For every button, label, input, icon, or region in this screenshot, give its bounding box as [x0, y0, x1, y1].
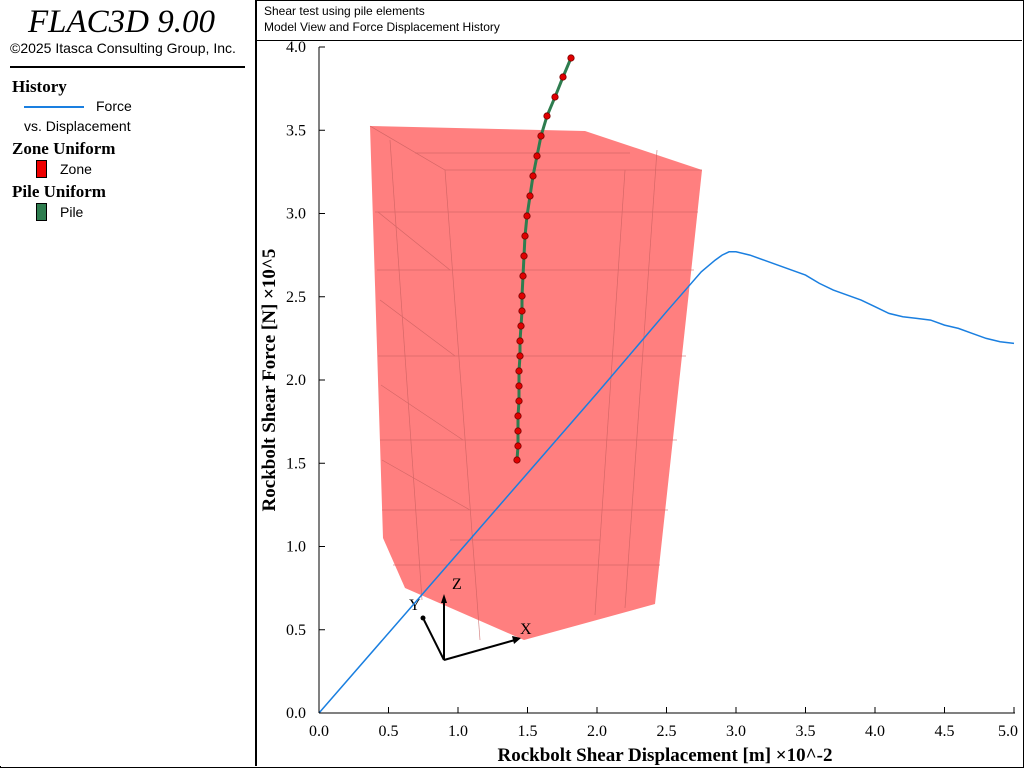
pile-node — [526, 192, 534, 200]
pile-node — [559, 73, 567, 81]
pile-node — [514, 442, 522, 450]
pile-node — [521, 232, 529, 240]
pile-node — [515, 397, 523, 405]
y-tick-label: 1.5 — [286, 455, 306, 472]
x-axis-label: Rockbolt Shear Displacement [m] ×10^-2 — [498, 745, 833, 766]
legend-divider — [10, 66, 245, 68]
pile-node — [515, 382, 523, 390]
y-axis-ticks: 0.0 0.5 1.0 1.5 2.0 2.5 3.0 3.5 4.0 — [286, 39, 325, 722]
x-tick-label: 1.5 — [518, 723, 538, 740]
pile-node — [515, 367, 523, 375]
x-tick-label: 3.5 — [796, 723, 816, 740]
pile-node — [520, 252, 528, 260]
y-tick-label: 2.0 — [286, 372, 306, 389]
copyright-text: ©2025 Itasca Consulting Group, Inc. — [10, 40, 236, 56]
x-tick-label: 2.0 — [587, 723, 607, 740]
pile-node — [543, 112, 551, 120]
zone-block — [369, 125, 702, 641]
zone-mesh-lines — [369, 125, 702, 641]
pile-node — [514, 412, 522, 420]
plot-header: Shear test using pile elements Model Vie… — [257, 0, 1022, 41]
x-tick-label: 2.5 — [657, 723, 677, 740]
zone-color-swatch — [36, 160, 47, 178]
y-tick-label: 3.0 — [286, 206, 306, 223]
axis-glyph-y-label: Y — [409, 597, 421, 614]
pile-node — [513, 456, 521, 464]
pile-node — [516, 337, 524, 345]
pile-node — [518, 307, 526, 315]
x-tick-label: 0.5 — [379, 723, 399, 740]
x-tick-label: 0.0 — [309, 723, 329, 740]
y-tick-label: 0.0 — [286, 705, 306, 722]
axis-glyph-x-label: X — [520, 621, 532, 638]
legend-panel: FLAC3D 9.00 ©2025 Itasca Consulting Grou… — [0, 0, 257, 766]
history-heading: History — [12, 77, 67, 96]
pile-node — [529, 172, 537, 180]
axis-glyph-z-label: Z — [452, 576, 462, 593]
y-tick-label: 3.5 — [286, 122, 306, 139]
series-force-vs-displacement — [318, 251, 1015, 714]
y-tick-label: 0.5 — [286, 622, 306, 639]
y-tick-label: 2.5 — [286, 289, 306, 306]
x-tick-label: 4.5 — [935, 723, 955, 740]
x-axis-ticks: 0.0 0.5 1.0 1.5 2.0 2.5 3.0 3.5 4.0 4.5 5.0 — [309, 707, 1018, 740]
zone-block-body — [370, 126, 702, 640]
y-tick-label: 4.0 — [286, 39, 306, 56]
y-axis-label: Rockbolt Shear Force [N] ×10^5 — [259, 249, 280, 512]
pile-node — [518, 292, 526, 300]
x-tick-label: 3.0 — [726, 723, 746, 740]
plot-title: Shear test using pile elements — [264, 4, 425, 18]
x-tick-label: 4.0 — [865, 723, 885, 740]
history-series-sublabel: vs. Displacement — [24, 118, 131, 134]
app-title: FLAC3D 9.00 — [28, 4, 216, 40]
pile-node — [514, 427, 522, 435]
axes-glyph: Z X Y — [409, 576, 532, 661]
history-line-swatch — [24, 106, 84, 108]
pile-node — [551, 93, 559, 101]
pile-heading: Pile Uniform — [12, 182, 106, 201]
pile-node — [516, 352, 524, 360]
pile-node — [523, 212, 531, 220]
pile-node — [537, 132, 545, 140]
pile-color-swatch — [36, 203, 47, 221]
x-tick-label: 5.0 — [998, 723, 1018, 740]
pile-node — [567, 54, 575, 62]
x-tick-label: 1.0 — [448, 723, 468, 740]
zone-heading: Zone Uniform — [12, 139, 116, 158]
pile-node — [519, 272, 527, 280]
pile-node — [517, 322, 525, 330]
pile-label: Pile — [60, 204, 84, 220]
y-tick-label: 1.0 — [286, 539, 306, 556]
plot-subtitle: Model View and Force Displacement Histor… — [264, 20, 500, 34]
pile-element — [513, 54, 575, 464]
history-series-label: Force — [96, 98, 132, 114]
zone-label: Zone — [60, 161, 92, 177]
pile-node — [533, 152, 541, 160]
